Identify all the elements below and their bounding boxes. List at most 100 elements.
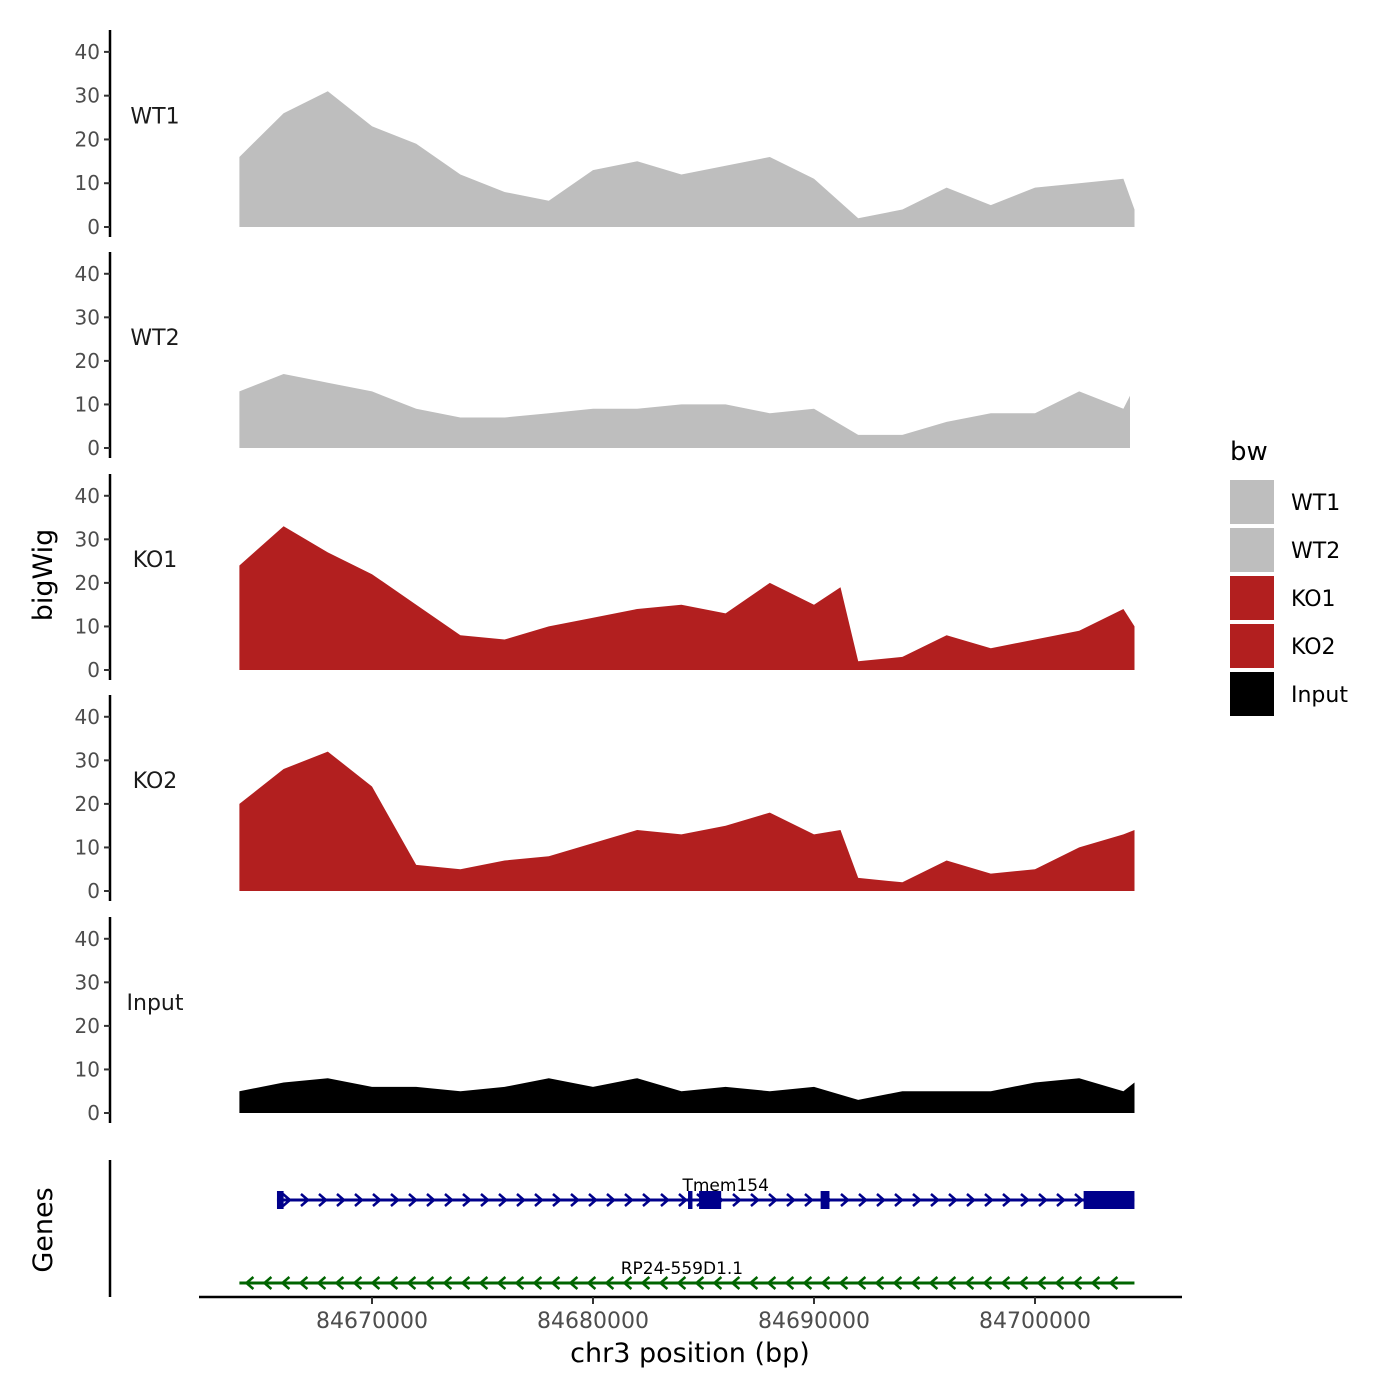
strand-arrow [516, 1193, 526, 1207]
strand-arrow [984, 1193, 994, 1207]
strand-arrow [1036, 1276, 1047, 1290]
gene-rp24-559d1-1: RP24-559D1.1 [239, 1259, 1135, 1290]
legend-label-input: Input [1291, 683, 1348, 708]
strand-arrow [786, 1193, 796, 1207]
strand-arrow [552, 1193, 562, 1207]
strand-arrow [622, 1276, 633, 1290]
y-tick-label: 20 [75, 1014, 100, 1038]
x-tick-label: 84690000 [758, 1309, 870, 1334]
strand-arrow [262, 1276, 273, 1290]
strand-arrow [570, 1193, 580, 1207]
legend-key-ko2 [1230, 624, 1274, 668]
legend: bw WT1 WT2 KO1 KO2 Input [1230, 437, 1348, 716]
track-label-input: Input [127, 991, 184, 1016]
legend-label-wt2: WT2 [1291, 539, 1340, 564]
strand-arrow [930, 1193, 940, 1207]
strand-arrow [426, 1193, 436, 1207]
track-label-wt1: WT1 [130, 105, 179, 130]
strand-arrow [390, 1193, 400, 1207]
strand-arrow [694, 1276, 705, 1290]
strand-arrow [964, 1276, 975, 1290]
track-wt1: 0 10 20 30 40 WT1 [75, 30, 1135, 239]
legend-key-wt1 [1230, 480, 1274, 524]
strand-arrow [1056, 1193, 1066, 1207]
legend-key-input [1230, 672, 1274, 716]
strand-arrow [856, 1276, 867, 1290]
exon-block [688, 1191, 693, 1209]
strand-arrow [982, 1276, 993, 1290]
signal-area-ko1 [239, 526, 1135, 670]
strand-arrow [606, 1193, 616, 1207]
y-tick-label: 10 [75, 1057, 100, 1081]
strand-arrow [586, 1276, 597, 1290]
strand-arrow [768, 1193, 778, 1207]
strand-arrow [1020, 1193, 1030, 1207]
strand-arrow [1018, 1276, 1029, 1290]
gene-label: RP24-559D1.1 [621, 1259, 743, 1279]
strand-arrow [876, 1193, 886, 1207]
y-tick-label: 40 [75, 927, 100, 951]
y-tick-label: 20 [75, 571, 100, 595]
strand-arrow [316, 1276, 327, 1290]
y-tick-label: 0 [87, 436, 100, 460]
strand-arrow [496, 1276, 507, 1290]
y-tick-label: 10 [75, 835, 100, 859]
strand-arrow [748, 1276, 759, 1290]
x-tick-label: 84680000 [537, 1309, 649, 1334]
strand-arrow [1074, 1193, 1084, 1207]
strand-arrow [1108, 1276, 1119, 1290]
strand-arrow [928, 1276, 939, 1290]
strand-arrow [858, 1193, 868, 1207]
y-tick-label: 40 [75, 484, 100, 508]
y-tick-label: 0 [87, 215, 100, 239]
strand-arrow [498, 1193, 508, 1207]
y-axis-title: bigWig [28, 529, 59, 622]
strand-arrow [460, 1276, 471, 1290]
signal-area-wt1 [239, 91, 1135, 227]
strand-arrow [352, 1276, 363, 1290]
signal-area-ko2 [239, 751, 1135, 891]
signal-area-input [239, 1078, 1135, 1113]
strand-arrow [462, 1193, 472, 1207]
strand-arrow [408, 1193, 418, 1207]
strand-arrow [804, 1193, 814, 1207]
strand-arrow [604, 1276, 615, 1290]
signal-tracks: 0 10 20 30 40 WT1 0 10 20 30 40 WT2 0 10 20 30 40 KO1 0 10 2… [75, 30, 1135, 1125]
gene-track: Tmem154 RP24-559D1.1 [108, 1160, 1135, 1297]
strand-arrow [1072, 1276, 1083, 1290]
strand-arrow [388, 1276, 399, 1290]
strand-arrow [478, 1276, 489, 1290]
strand-arrow [784, 1276, 795, 1290]
strand-arrow [532, 1276, 543, 1290]
signal-area-wt2 [239, 374, 1130, 448]
exon-block [1083, 1191, 1135, 1209]
strand-arrow [1002, 1193, 1012, 1207]
strand-arrow [660, 1193, 670, 1207]
strand-arrow [244, 1276, 255, 1290]
strand-arrow [282, 1193, 292, 1207]
strand-arrow [838, 1276, 849, 1290]
exon-block [820, 1191, 830, 1209]
strand-arrow [712, 1276, 723, 1290]
strand-arrow [298, 1276, 309, 1290]
y-tick-label: 40 [75, 40, 100, 64]
strand-arrow [802, 1276, 813, 1290]
strand-arrow [300, 1193, 310, 1207]
strand-arrow [280, 1276, 291, 1290]
strand-arrow [534, 1193, 544, 1207]
y-tick-label: 20 [75, 349, 100, 373]
y-tick-label: 10 [75, 614, 100, 638]
strand-arrow [946, 1276, 957, 1290]
legend-label-wt1: WT1 [1291, 491, 1340, 516]
x-tick-label: 84670000 [316, 1309, 428, 1334]
legend-label-ko1: KO1 [1291, 587, 1336, 612]
y-tick-label: 0 [87, 879, 100, 903]
strand-arrow [334, 1276, 345, 1290]
y-tick-label: 30 [75, 748, 100, 772]
strand-arrow [730, 1276, 741, 1290]
strand-arrow [676, 1276, 687, 1290]
strand-arrow [678, 1193, 688, 1207]
x-tick-label: 84700000 [979, 1309, 1091, 1334]
strand-arrow [732, 1193, 742, 1207]
